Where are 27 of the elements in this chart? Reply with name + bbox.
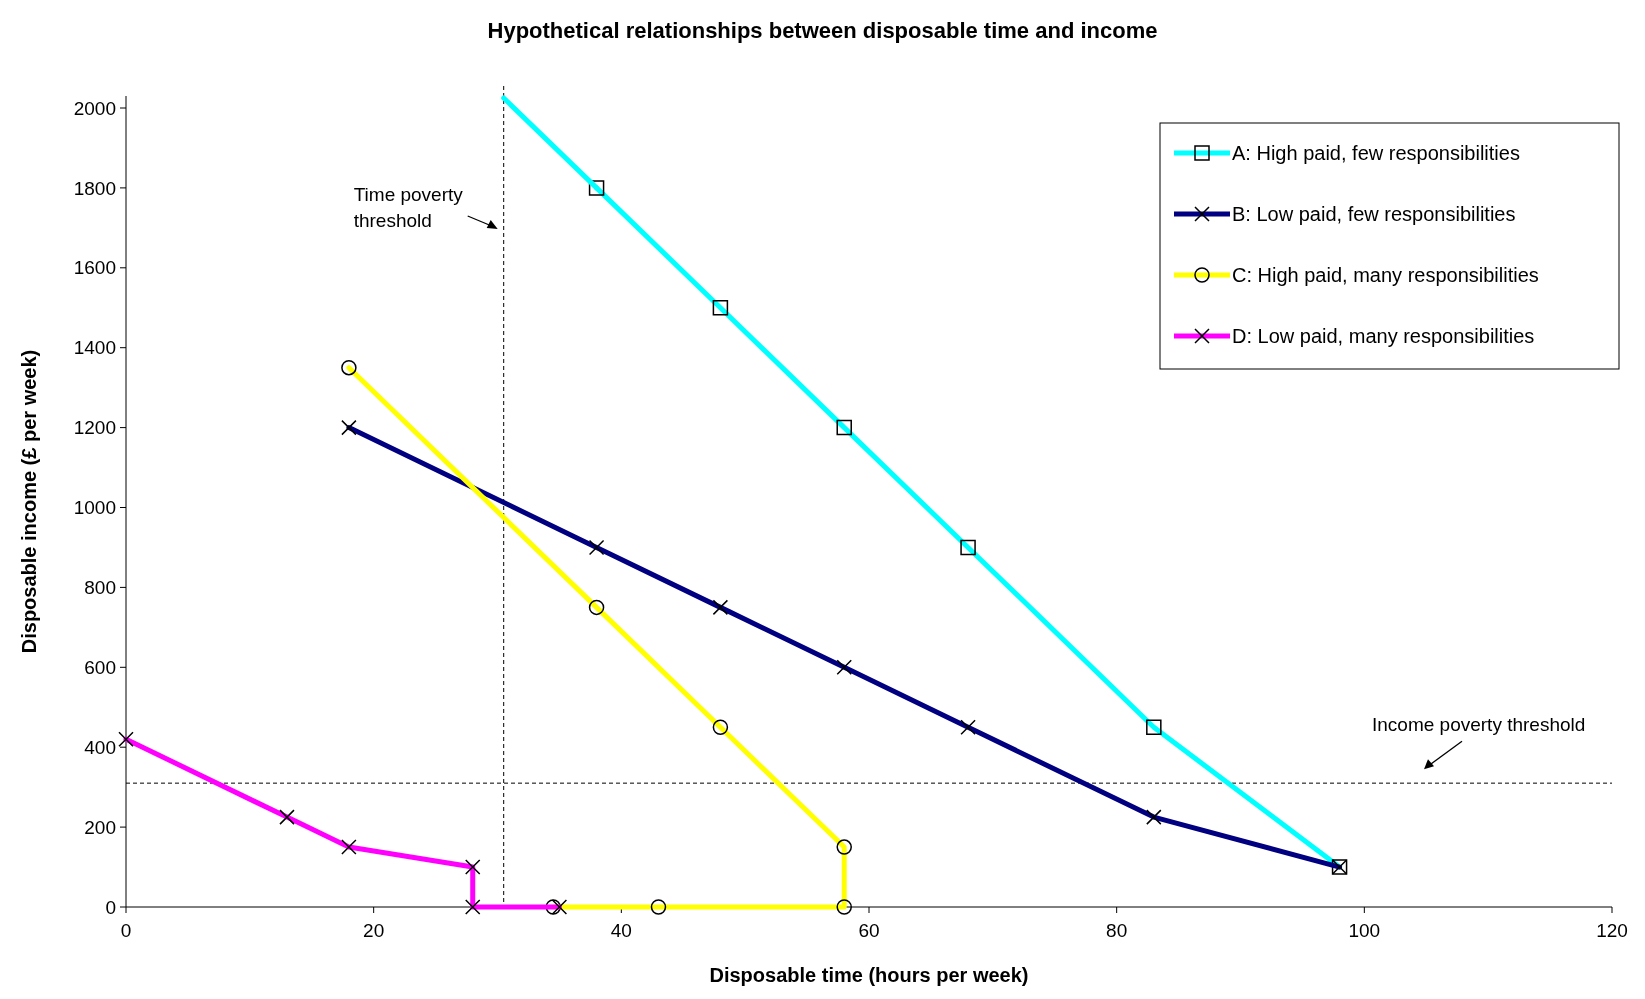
- legend-label: D: Low paid, many responsibilities: [1232, 325, 1535, 347]
- y-tick-label: 600: [84, 656, 116, 678]
- x-tick-label: 100: [1348, 920, 1381, 941]
- x-tick-label: 120: [1596, 920, 1628, 941]
- y-tick-label: 800: [84, 577, 116, 599]
- x-axis-title: Disposable time (hours per week): [709, 964, 1029, 986]
- y-tick-label: 1800: [73, 177, 116, 199]
- legend-label: A: High paid, few responsibilities: [1232, 142, 1520, 164]
- y-tick-label: 1000: [73, 497, 116, 519]
- y-tick-label: 200: [84, 816, 116, 838]
- x-tick-label: 40: [610, 920, 632, 941]
- y-tick-label: 1200: [73, 417, 116, 439]
- chart-title: Hypothetical relationships between disposable time and income: [487, 18, 1158, 43]
- legend-label: B: Low paid, few responsibilities: [1232, 203, 1516, 225]
- y-tick-label: 1400: [73, 337, 116, 359]
- y-tick-label: 400: [84, 736, 116, 758]
- x-tick-label: 60: [858, 920, 880, 941]
- x-tick-label: 80: [1106, 920, 1128, 941]
- x-tick-label: 0: [120, 920, 132, 941]
- x-tick-label: 20: [363, 920, 385, 941]
- y-tick-label: 2000: [73, 97, 116, 119]
- y-tick-label: 0: [105, 896, 116, 918]
- y-tick-label: 1600: [73, 257, 116, 279]
- ref-line-label: Income poverty threshold: [1372, 714, 1586, 736]
- ref-line-label: Time poverty threshold: [353, 184, 464, 231]
- y-axis-title: Disposable income (£ per week): [18, 349, 40, 654]
- legend-label: C: High paid, many responsibilities: [1232, 264, 1539, 286]
